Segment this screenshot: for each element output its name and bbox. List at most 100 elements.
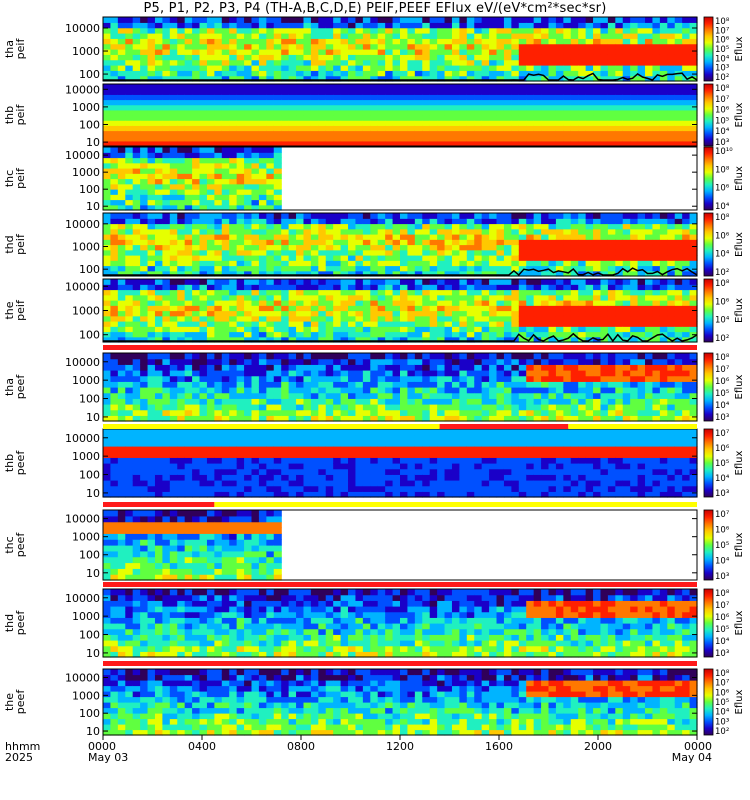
colorbar-tick-label: 10⁶ xyxy=(715,377,730,387)
y-tick-label: 10 xyxy=(86,411,100,424)
y-tick-label: 1000 xyxy=(72,305,100,318)
colorbar-tick-label: 10⁴ xyxy=(715,474,730,484)
colorbar xyxy=(703,278,714,343)
colorbar-label: Eflux xyxy=(734,610,745,635)
colorbar-tick-label: 10⁶ xyxy=(715,688,730,698)
colorbar-tick-label: 10² xyxy=(715,334,729,344)
y-tick-label: 1000 xyxy=(72,166,100,179)
panel-frame xyxy=(102,83,698,147)
mode-bar xyxy=(103,661,697,666)
colorbar-tick-label: 10⁴ xyxy=(715,316,730,326)
spectrogram-cells xyxy=(103,213,698,277)
y-axis-label: thd xyxy=(3,614,16,632)
y-tick-label: 10000 xyxy=(65,149,100,162)
y-axis-label: thb xyxy=(3,454,16,472)
x-tick-label: 0000 xyxy=(684,740,712,753)
y-tick-label: 1000 xyxy=(72,45,100,58)
panel-frame xyxy=(102,16,698,82)
mode-bar-segment xyxy=(439,424,569,429)
colorbar-tick-label: 10⁵ xyxy=(715,698,729,708)
y-axis-label: the xyxy=(3,301,16,319)
colorbar xyxy=(703,16,714,82)
y-axis-label: peif xyxy=(14,104,27,126)
y-tick-label: 100 xyxy=(79,329,100,342)
mode-bar xyxy=(103,502,697,507)
y-tick-label: 10000 xyxy=(65,356,100,369)
spectrogram-cells xyxy=(103,17,698,82)
colorbar-tick-label: 10² xyxy=(715,73,729,83)
y-axis-label: peef xyxy=(14,610,27,636)
x-tick-label: 2000 xyxy=(584,740,612,753)
y-tick-label: 10 xyxy=(86,136,100,149)
colorbar-label: Eflux xyxy=(734,450,745,475)
colorbar-tick-label: 10⁷ xyxy=(715,510,730,520)
spectrogram-cells xyxy=(103,510,282,581)
y-axis-label: peef xyxy=(14,374,27,400)
flux-line xyxy=(103,332,698,343)
panel-frame xyxy=(102,352,698,422)
x-date-label: May 04 xyxy=(672,751,712,764)
mode-bar xyxy=(103,345,697,350)
y-tick-label: 100 xyxy=(79,629,100,642)
colorbar-label: Eflux xyxy=(734,689,745,714)
mode-bar-segment xyxy=(214,502,697,507)
colorbar-label: Eflux xyxy=(734,102,745,127)
colorbar-tick-label: 10⁷ xyxy=(715,95,730,105)
colorbar-tick-label: 10⁴ xyxy=(715,401,730,411)
y-tick-label: 1000 xyxy=(72,374,100,387)
colorbar-tick-label: 10² xyxy=(715,268,729,278)
colorbar-label: Eflux xyxy=(734,532,745,557)
x-tick-label: 0400 xyxy=(188,740,216,753)
colorbar-tick-label: 10³ xyxy=(715,64,729,74)
colorbar-tick-label: 10³ xyxy=(715,489,729,499)
colorbar-tick-label: 10³ xyxy=(715,138,729,148)
colorbar-tick-label: 10⁸ xyxy=(715,353,730,363)
mode-bar xyxy=(103,424,697,429)
y-axis-label: peef xyxy=(14,689,27,715)
colorbar-tick-label: 10³ xyxy=(715,717,729,727)
colorbar-tick-label: 10⁴ xyxy=(715,54,730,64)
y-tick-label: 10 xyxy=(86,487,100,500)
x-axis: hhmm 2025 0000 0400 0800 1200 1600 2000 0000Ma… xyxy=(5,735,712,764)
panel-frame xyxy=(102,509,698,581)
colorbar-tick-label: 10⁶ xyxy=(715,231,730,241)
colorbar-tick-label: 10¹⁰ xyxy=(715,147,733,157)
colorbar-tick-label: 10⁷ xyxy=(715,365,730,375)
y-axis-label: peif xyxy=(14,38,27,60)
y-axis-label: thc xyxy=(3,536,16,553)
mode-bar-segment xyxy=(568,424,697,429)
colorbar xyxy=(703,588,714,658)
colorbar-tick-label: 10⁴ xyxy=(715,202,730,212)
flux-line xyxy=(103,72,698,81)
y-axis-label: thb xyxy=(3,106,16,124)
colorbar-label: Eflux xyxy=(734,374,745,399)
panel-frame xyxy=(102,588,698,658)
colorbar-tick-label: 10⁵ xyxy=(715,389,729,399)
colorbar xyxy=(703,509,714,581)
y-tick-label: 100 xyxy=(79,118,100,131)
y-tick-label: 10 xyxy=(86,200,100,213)
x-tick-label: 0000 xyxy=(88,740,116,753)
spectrogram-cells xyxy=(103,669,698,736)
y-tick-label: 10000 xyxy=(65,432,100,445)
colorbar-tick-label: 10³ xyxy=(715,413,729,423)
colorbar-tick-label: 10⁸ xyxy=(715,84,730,94)
chart-title: P5, P1, P2, P3, P4 (TH-A,B,C,D,E) PEIF,P… xyxy=(143,1,607,16)
spectrogram-cells xyxy=(103,353,698,422)
y-tick-label: 1000 xyxy=(72,101,100,114)
colorbar-tick-label: 10⁶ xyxy=(715,184,730,194)
y-axis-label: thc xyxy=(3,170,16,187)
colorbar-tick-label: 10⁶ xyxy=(715,36,730,46)
colorbar-label: Eflux xyxy=(734,166,745,191)
colorbar xyxy=(703,83,714,147)
colorbar-tick-label: 10³ xyxy=(715,649,729,659)
colorbar-tick-label: 10⁵ xyxy=(715,459,729,469)
spectrogram-cells xyxy=(103,147,282,211)
